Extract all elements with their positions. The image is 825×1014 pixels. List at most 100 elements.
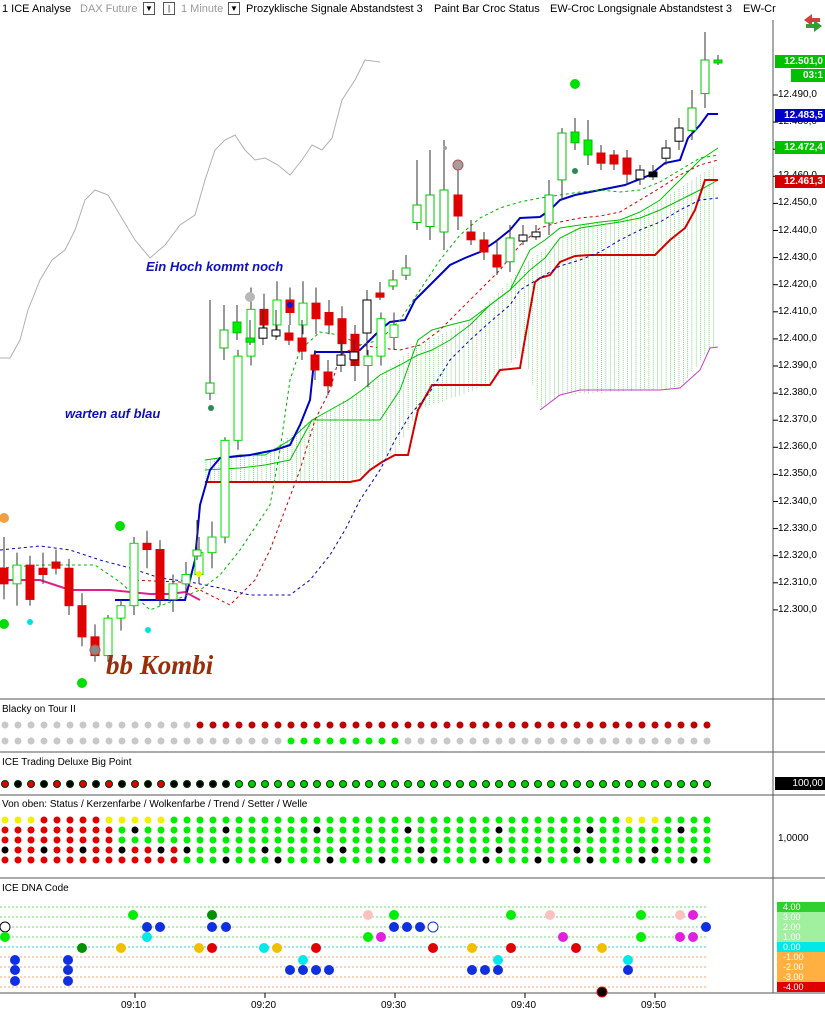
indicator-dot — [612, 826, 620, 834]
indicator-dot — [391, 816, 399, 824]
indicator-dot — [66, 780, 74, 788]
indicator-label-1[interactable]: Prozyklische Signale Abstandstest 3 — [246, 3, 423, 15]
indicator-dot — [389, 922, 399, 932]
indicator-dot — [363, 910, 373, 920]
indicator-dot — [612, 721, 620, 729]
dna-scale-label: -1.00 — [777, 952, 825, 962]
price-tick-label: 12.310,0 — [778, 576, 817, 588]
indicator-dot — [508, 737, 516, 745]
candle-body — [350, 333, 360, 366]
candle-body — [648, 171, 658, 178]
timeframe-label[interactable]: 1 Minute — [181, 3, 224, 15]
indicator-dot — [170, 816, 178, 824]
indicator-dot — [131, 816, 139, 824]
last-price-tag: 12.501,0 — [775, 55, 825, 68]
instrument-label[interactable]: DAX Future — [80, 3, 138, 15]
indicator-dot — [391, 737, 399, 745]
indicator-dot — [430, 721, 438, 729]
candle-body — [259, 308, 269, 326]
indicator-dot — [404, 816, 412, 824]
indicator-label-2[interactable]: Paint Bar Croc Status — [434, 3, 540, 15]
timeframe-toggle-button[interactable]: | — [163, 2, 175, 15]
indicator-dot — [625, 856, 633, 864]
price-tick-label: 12.350,0 — [778, 468, 817, 480]
candle-body — [103, 617, 113, 657]
indicator-dot — [1, 846, 9, 854]
cloud-lower-line — [539, 346, 719, 411]
chart-toolbar: 1 ICE Analyse DAX Future ▼ | 1 Minute ▼ … — [0, 0, 825, 20]
indicator-dot — [14, 856, 22, 864]
indicator-dot — [430, 846, 438, 854]
indicator-dot — [521, 816, 529, 824]
note-wait: warten auf blau — [65, 406, 161, 421]
indicator-dot — [571, 943, 581, 953]
dna-scale-label: -3.00 — [777, 972, 825, 982]
indicator-dot — [157, 721, 165, 729]
indicator-dot — [625, 780, 633, 788]
indicator-dot — [40, 816, 48, 824]
indicator-dot — [274, 721, 282, 729]
indicator-dot — [547, 721, 555, 729]
indicator-dot — [675, 932, 685, 942]
indicator-dot — [339, 780, 347, 788]
indicator-dot — [495, 780, 503, 788]
countdown-tag: 03:1 — [791, 69, 825, 82]
indicator-label-4[interactable]: EW-Cr — [743, 3, 776, 15]
indicator-dot — [339, 721, 347, 729]
indicator-dot — [79, 826, 87, 834]
indicator-dot — [300, 816, 308, 824]
indicator-dot — [14, 780, 22, 788]
indicator-dot — [155, 922, 165, 932]
indicator-dot — [469, 737, 477, 745]
indicator-dot — [196, 836, 204, 844]
indicator-dot — [417, 721, 425, 729]
indicator-dot — [365, 846, 373, 854]
dna-scale-label: 2.00 — [777, 922, 825, 932]
indicator-dot — [365, 826, 373, 834]
candle-body — [155, 549, 165, 600]
indicator-dot — [131, 826, 139, 834]
candle-body — [479, 239, 489, 253]
indicator-dot — [66, 721, 74, 729]
indicator-dot — [493, 955, 503, 965]
candle-body — [38, 567, 48, 575]
indicator-dot — [690, 836, 698, 844]
indicator-dot — [701, 922, 711, 932]
indicator-dot — [118, 721, 126, 729]
indicator-dot — [625, 836, 633, 844]
pane-title-status: Von oben: Status / Kerzenfarbe / Wolkenf… — [2, 799, 308, 810]
candle-body — [323, 371, 333, 387]
indicator-dot — [547, 826, 555, 834]
indicator-dot — [287, 780, 295, 788]
indicator-dot — [313, 737, 321, 745]
candle-body — [544, 194, 554, 224]
indicator-dot — [105, 721, 113, 729]
indicator-dot — [77, 943, 87, 953]
kijun-line — [115, 113, 718, 601]
indicator-dot — [287, 737, 295, 745]
indicator-dot — [66, 856, 74, 864]
indicator-dot — [430, 836, 438, 844]
indicator-dot — [209, 846, 217, 854]
indicator-dot — [664, 721, 672, 729]
indicator-dot — [53, 816, 61, 824]
instrument-dropdown-button[interactable]: ▼ — [143, 2, 155, 15]
indicator-dot — [235, 826, 243, 834]
indicator-dot — [300, 737, 308, 745]
indicator-dot — [573, 856, 581, 864]
timeframe-dropdown-button[interactable]: ▼ — [228, 2, 240, 15]
indicator-dot — [40, 856, 48, 864]
dna-scale-label: 0.00 — [777, 942, 825, 952]
indicator-label-3[interactable]: EW-Croc Longsignale Abstandstest 3 — [550, 3, 733, 15]
indicator-dot — [144, 780, 152, 788]
indicator-dot — [14, 737, 22, 745]
indicator-dot — [105, 846, 113, 854]
arrows-tool-icon[interactable] — [804, 14, 822, 32]
indicator-dot — [456, 816, 464, 824]
indicator-dot — [105, 856, 113, 864]
indicator-dot — [1, 780, 9, 788]
indicator-dot — [677, 780, 685, 788]
indicator-dot — [79, 816, 87, 824]
indicator-dot — [79, 836, 87, 844]
